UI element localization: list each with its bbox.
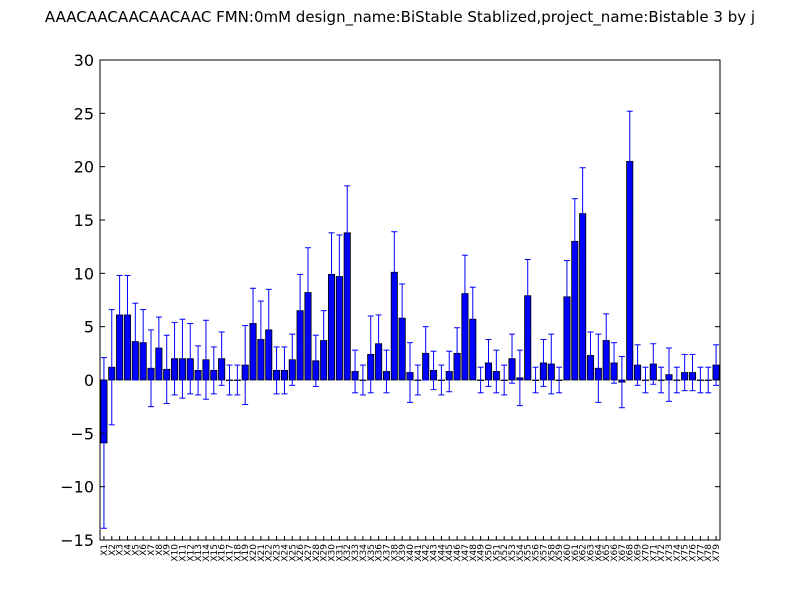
xtick-label-X52: X52: [500, 544, 510, 562]
xtick-label-X11: X11: [178, 544, 188, 562]
xtick-label-X47: X47: [461, 544, 471, 562]
xtick-label-X18: X18: [233, 544, 243, 562]
xtick-label-X12: X12: [186, 544, 196, 562]
xtick-label-X20: X20: [249, 544, 259, 562]
xtick-label-X22: X22: [265, 544, 275, 562]
xtick-label-X40: X40: [406, 544, 416, 562]
xtick-label-X8: X8: [155, 544, 165, 556]
xtick-label-X19: X19: [241, 544, 251, 562]
xtick-label-X57: X57: [539, 544, 549, 562]
xtick-label-X76: X76: [689, 544, 699, 562]
xtick-label-X29: X29: [320, 544, 330, 562]
xtick-label-X36: X36: [375, 544, 385, 562]
xtick-label-X50: X50: [484, 544, 494, 562]
xtick-label-X78: X78: [704, 544, 714, 562]
xtick-label-X48: X48: [469, 544, 479, 562]
xtick-label-X35: X35: [367, 544, 377, 562]
xtick-label-X13: X13: [194, 544, 204, 562]
xtick-label-X74: X74: [673, 544, 683, 562]
xtick-label-X73: X73: [665, 544, 675, 562]
ytick-label: −10: [60, 478, 94, 497]
plot-frame: [99, 59, 721, 541]
y-axis: −15 −10 −5 0 5 10 15 20 25 30: [60, 51, 720, 550]
ytick-label: −15: [60, 531, 94, 550]
xtick-label-X37: X37: [382, 544, 392, 562]
xtick-label-X42: X42: [422, 544, 432, 562]
xtick-label-X30: X30: [328, 544, 338, 562]
xtick-label-X60: X60: [563, 544, 573, 562]
ytick-label: 0: [84, 371, 94, 390]
xtick-label-X64: X64: [594, 544, 604, 562]
ytick-label: 25: [74, 104, 94, 123]
chart-title: AAACAACAACAACAAC FMN:0mM design_name:BiS…: [44, 8, 756, 26]
xtick-label-X68: X68: [626, 544, 636, 562]
error-bars-layer: [100, 110, 720, 529]
xtick-label-X49: X49: [477, 544, 487, 562]
xtick-label-X51: X51: [492, 544, 502, 562]
xtick-label-X72: X72: [657, 544, 667, 562]
xtick-label-X70: X70: [641, 544, 651, 562]
xtick-label-X66: X66: [610, 544, 620, 562]
xtick-label-X39: X39: [398, 544, 408, 562]
xtick-label-X3: X3: [116, 544, 126, 556]
xtick-label-X24: X24: [280, 544, 290, 562]
xtick-label-X43: X43: [430, 544, 440, 562]
ytick-label: 15: [74, 211, 94, 230]
xtick-label-X69: X69: [634, 544, 644, 562]
xtick-label-X9: X9: [163, 544, 173, 556]
xtick-label-X61: X61: [571, 544, 581, 562]
xtick-label-X31: X31: [335, 544, 345, 562]
xtick-label-X16: X16: [218, 544, 228, 562]
xtick-label-X58: X58: [547, 544, 557, 562]
xtick-label-X59: X59: [555, 544, 565, 562]
xtick-label-X6: X6: [139, 544, 149, 556]
ytick-label: 30: [74, 51, 94, 70]
xtick-label-X27: X27: [304, 544, 314, 562]
xtick-label-X55: X55: [524, 544, 534, 562]
xtick-label-X32: X32: [343, 544, 353, 562]
xtick-label-X54: X54: [516, 544, 526, 562]
xtick-label-X63: X63: [587, 544, 597, 562]
xtick-label-X4: X4: [123, 544, 133, 556]
xtick-label-X46: X46: [453, 544, 463, 562]
xtick-label-X62: X62: [579, 544, 589, 562]
xtick-label-X75: X75: [681, 544, 691, 562]
xtick-label-X71: X71: [649, 544, 659, 562]
xtick-label-X53: X53: [508, 544, 518, 562]
xtick-label-X44: X44: [437, 544, 447, 562]
xtick-label-X5: X5: [131, 544, 141, 556]
ytick-label: −5: [70, 424, 94, 443]
xtick-label-X15: X15: [210, 544, 220, 562]
xtick-label-X17: X17: [225, 544, 235, 562]
xtick-label-X79: X79: [712, 544, 722, 562]
xtick-label-X34: X34: [359, 544, 369, 562]
xtick-label-X2: X2: [108, 544, 118, 556]
xtick-label-X77: X77: [696, 544, 706, 562]
xtick-label-X7: X7: [147, 544, 157, 556]
xtick-label-X25: X25: [288, 544, 298, 562]
x-axis: X1X2X3X4X5X6X7X8X9X10X11X12X13X14X15X16X…: [100, 536, 722, 562]
xtick-label-X56: X56: [532, 544, 542, 562]
ytick-label: 10: [74, 264, 94, 283]
xtick-label-X10: X10: [171, 544, 181, 562]
xtick-label-X1: X1: [100, 544, 110, 556]
xtick-label-X41: X41: [414, 544, 424, 562]
xtick-label-X14: X14: [202, 544, 212, 562]
xtick-label-X23: X23: [273, 544, 283, 562]
xtick-label-X21: X21: [257, 544, 267, 562]
xtick-label-X38: X38: [390, 544, 400, 562]
ytick-label: 5: [84, 318, 94, 337]
xtick-label-X33: X33: [351, 544, 361, 562]
xtick-label-X28: X28: [312, 544, 322, 562]
ytick-label: 20: [74, 158, 94, 177]
xtick-label-X65: X65: [602, 544, 612, 562]
xtick-label-X45: X45: [445, 544, 455, 562]
xtick-label-X26: X26: [296, 544, 306, 562]
xtick-label-X67: X67: [618, 544, 628, 562]
